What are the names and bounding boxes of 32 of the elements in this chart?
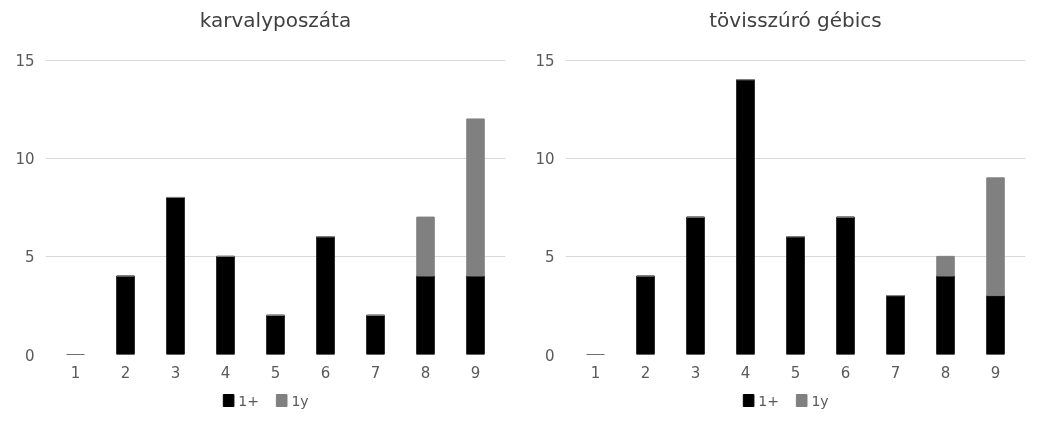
y-tick-label: 5 bbox=[24, 248, 35, 267]
chart-title: karvalyposzáta bbox=[199, 7, 352, 32]
x-tick-label: 7 bbox=[370, 363, 381, 382]
x-tick-label: 4 bbox=[220, 363, 231, 382]
y-tick-label: 10 bbox=[15, 150, 35, 169]
x-tick-label: 5 bbox=[270, 363, 281, 382]
x-tick-label: 8 bbox=[940, 363, 951, 382]
legend-label: 1+ bbox=[238, 392, 259, 409]
x-tick-label: 6 bbox=[320, 363, 331, 382]
x-tick-label: 6 bbox=[840, 363, 851, 382]
legend-label: 1y bbox=[811, 392, 829, 409]
y-tick-label: 0 bbox=[544, 346, 555, 365]
y-tick-label: 15 bbox=[535, 52, 555, 71]
x-tick-label: 9 bbox=[990, 363, 1001, 382]
x-tick-label: 4 bbox=[740, 363, 751, 382]
legend-label: 1+ bbox=[758, 392, 779, 409]
x-tick-label: 2 bbox=[640, 363, 651, 382]
legend-label: 1y bbox=[291, 392, 309, 409]
y-tick-label: 5 bbox=[544, 248, 555, 267]
x-tick-label: 3 bbox=[690, 363, 701, 382]
x-tick-label: 9 bbox=[470, 363, 481, 382]
x-tick-label: 1 bbox=[70, 363, 81, 382]
y-tick-label: 15 bbox=[15, 52, 35, 71]
x-tick-label: 7 bbox=[890, 363, 901, 382]
x-tick-label: 3 bbox=[170, 363, 181, 382]
y-tick-label: 10 bbox=[535, 150, 555, 169]
x-tick-label: 1 bbox=[590, 363, 601, 382]
chart-title: tövisszúró gébics bbox=[709, 7, 882, 32]
y-tick-label: 0 bbox=[24, 346, 35, 365]
x-tick-label: 5 bbox=[790, 363, 801, 382]
x-tick-label: 8 bbox=[420, 363, 431, 382]
x-tick-label: 2 bbox=[120, 363, 131, 382]
